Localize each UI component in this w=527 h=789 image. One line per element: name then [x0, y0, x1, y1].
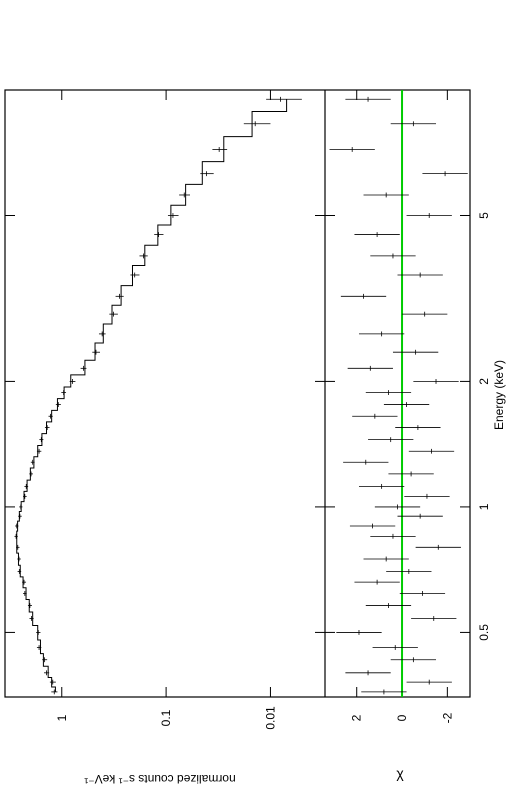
- y-tick-label: 0.01: [263, 706, 277, 730]
- x-tick-label: 0.5: [477, 624, 491, 641]
- frame: [4, 89, 471, 698]
- y-axis-label: normalized counts s⁻¹ keV⁻¹: [84, 772, 235, 786]
- chi-axis-label: χ: [396, 765, 404, 781]
- x-tick-label: 1: [477, 503, 491, 510]
- x-axis-label: Energy (keV): [492, 360, 506, 430]
- x-tick-label: 2: [477, 378, 491, 385]
- x-tick-label: 5: [477, 212, 491, 219]
- y-tick-label: 2: [350, 714, 364, 721]
- y-tick-label: 1: [55, 714, 69, 721]
- y-tick-label: 0: [395, 714, 409, 721]
- model-curve: [16, 99, 288, 692]
- y-tick-label: 0.1: [159, 709, 173, 726]
- y-tick-label: -2: [440, 712, 454, 723]
